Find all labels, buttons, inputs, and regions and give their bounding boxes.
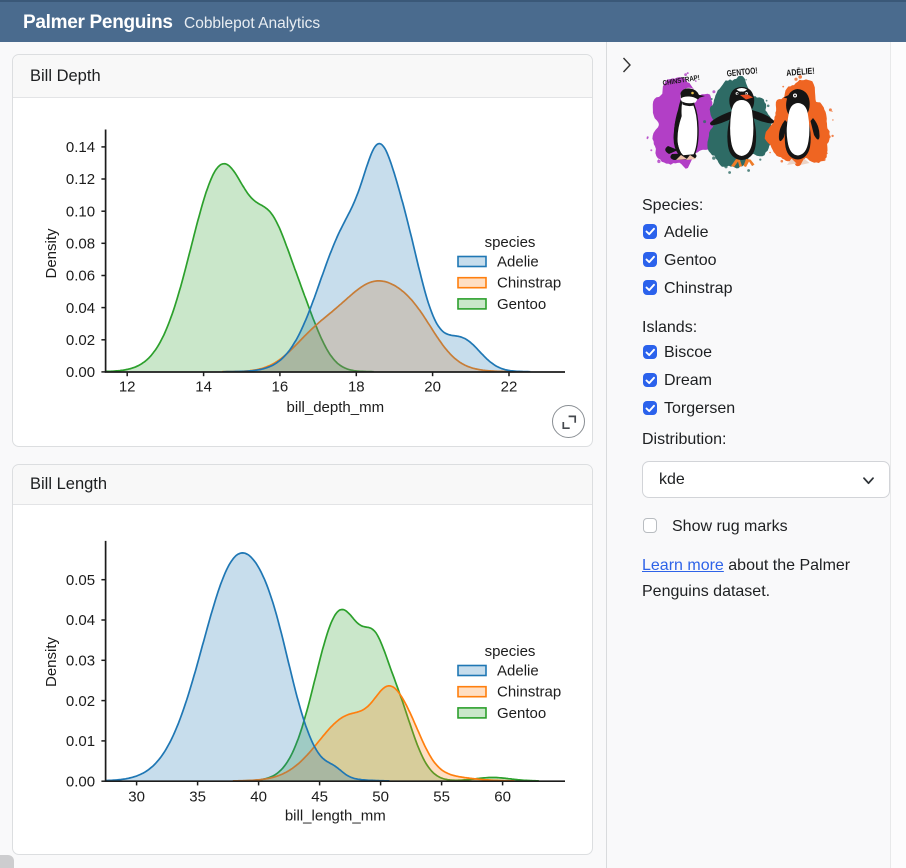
svg-text:Density: Density [43, 228, 60, 279]
svg-text:Chinstrap: Chinstrap [497, 275, 561, 292]
svg-text:40: 40 [250, 788, 267, 805]
svg-text:50: 50 [372, 788, 389, 805]
svg-text:0.04: 0.04 [66, 612, 95, 629]
svg-text:0.00: 0.00 [66, 773, 95, 790]
svg-text:Gentoo: Gentoo [497, 705, 546, 722]
svg-text:0.12: 0.12 [66, 171, 95, 188]
svg-text:bill_depth_mm: bill_depth_mm [287, 399, 385, 416]
svg-text:30: 30 [128, 788, 145, 805]
svg-text:Density: Density [43, 636, 60, 687]
svg-text:0.06: 0.06 [66, 268, 95, 285]
svg-text:0.02: 0.02 [66, 693, 95, 710]
svg-text:22: 22 [501, 379, 518, 396]
svg-text:55: 55 [433, 788, 450, 805]
svg-text:Gentoo: Gentoo [497, 296, 546, 313]
svg-text:GENTOO!: GENTOO! [726, 65, 758, 78]
svg-text:ADĒLIE!: ADĒLIE! [786, 66, 815, 78]
svg-text:0.02: 0.02 [66, 332, 95, 349]
svg-text:0.03: 0.03 [66, 653, 95, 670]
svg-text:0.00: 0.00 [66, 364, 95, 381]
svg-text:0.04: 0.04 [66, 300, 95, 317]
svg-text:16: 16 [272, 379, 289, 396]
svg-text:species: species [485, 643, 536, 660]
svg-text:0.14: 0.14 [66, 139, 95, 156]
svg-text:0.05: 0.05 [66, 572, 95, 589]
svg-text:Adelie: Adelie [497, 254, 539, 271]
svg-text:Adelie: Adelie [497, 663, 539, 680]
svg-text:14: 14 [195, 379, 212, 396]
svg-text:12: 12 [119, 379, 136, 396]
svg-text:18: 18 [348, 379, 365, 396]
svg-text:35: 35 [189, 788, 206, 805]
svg-text:45: 45 [311, 788, 328, 805]
svg-text:0.01: 0.01 [66, 733, 95, 750]
svg-text:0.08: 0.08 [66, 236, 95, 253]
svg-text:20: 20 [424, 379, 441, 396]
svg-text:Chinstrap: Chinstrap [497, 684, 561, 701]
svg-text:species: species [485, 234, 536, 251]
svg-text:bill_length_mm: bill_length_mm [285, 807, 386, 824]
svg-text:0.10: 0.10 [66, 203, 95, 220]
svg-text:60: 60 [494, 788, 511, 805]
